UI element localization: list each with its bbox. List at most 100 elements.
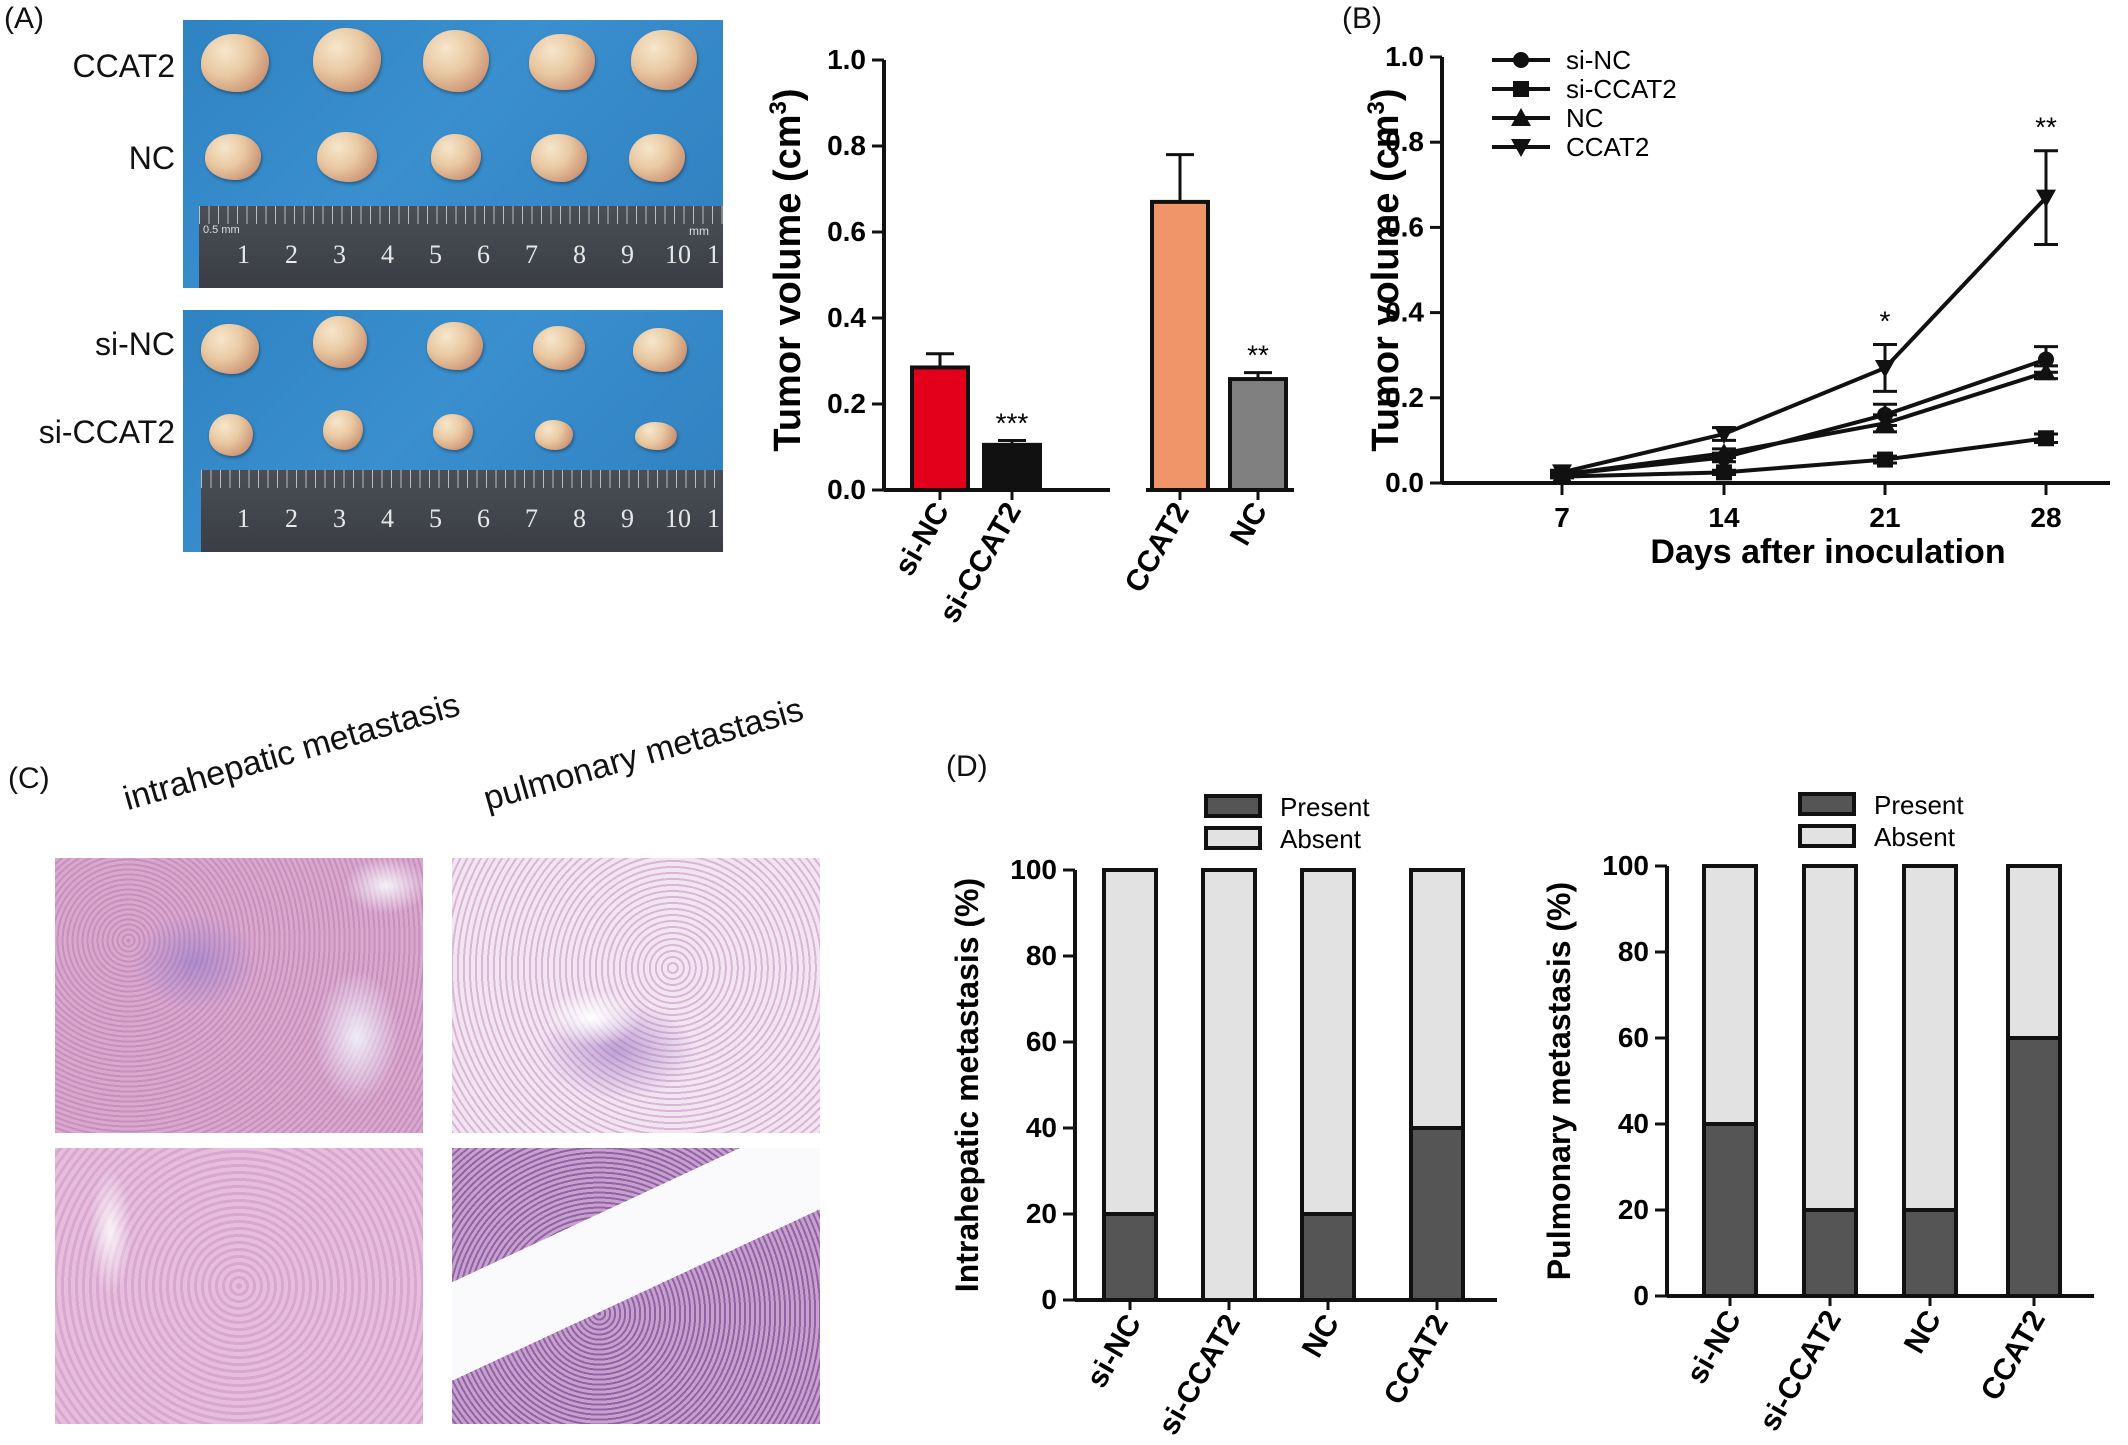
pulm-legend-swatch — [1798, 824, 1856, 848]
ruler-ticks — [199, 206, 723, 224]
ruler-number: 9 — [621, 240, 634, 269]
bar-si-NC — [910, 365, 970, 493]
ruler: 0.5 mm mm 1 2 3 4 5 6 7 8 9 10 1 — [199, 206, 723, 288]
histology-liver-low — [55, 858, 423, 1133]
line-y-tick-label: 1.0 — [1385, 41, 1424, 72]
line-x-tick-label: 21 — [1869, 502, 1900, 533]
pulm-bar-present — [2006, 1036, 2062, 1298]
line-point-NC — [2036, 362, 2056, 381]
legend-label-CCAT2: CCAT2 — [1566, 132, 1649, 162]
tumor — [433, 414, 473, 450]
pulm-legend-label: Absent — [1874, 822, 1956, 852]
pulm-y-tick-label: 20 — [1618, 1194, 1649, 1225]
intra-y-label: Intrahepatic metastasis (%) — [949, 878, 985, 1292]
intra-y-tick-label: 80 — [1026, 940, 1057, 971]
legend-marker-NC — [1511, 108, 1531, 126]
ruler-number: 1 — [707, 504, 720, 533]
intra-bar-absent — [1201, 868, 1257, 1302]
tumor — [635, 422, 677, 450]
line-y-tick-label: 0.8 — [1385, 126, 1424, 157]
line-point-si-NC — [2038, 351, 2054, 368]
line-point-CCAT2 — [2036, 189, 2056, 208]
line-y-tick-label: 0.0 — [1385, 467, 1424, 498]
row-label-si-ccat2: si-CCAT2 — [38, 414, 175, 450]
line-point-CCAT2 — [1714, 426, 1734, 445]
tumor — [533, 326, 585, 370]
intra-x-label: si-NC — [1080, 1309, 1148, 1393]
line-x-tick-label: 28 — [2030, 502, 2061, 533]
bar-x-label: CCAT2 — [1119, 497, 1196, 598]
ruler-number: 3 — [333, 504, 346, 533]
pulm-x-label: si-NC — [1680, 1305, 1748, 1389]
intra-y-tick-label: 0 — [1041, 1284, 1057, 1315]
ruler-number: 1 — [707, 240, 720, 269]
intra-bar-present — [1102, 1212, 1158, 1302]
intra-legend-swatch — [1204, 794, 1262, 818]
row-label-ccat2: CCAT2 — [72, 48, 175, 84]
ruler-number: 10 — [665, 240, 691, 269]
intra-y-tick-label: 60 — [1026, 1026, 1057, 1057]
legend-marker-CCAT2 — [1511, 139, 1531, 157]
ruler: 1 2 3 4 5 6 7 8 9 10 1 — [201, 470, 723, 552]
bar-y-tick-label: 1.0 — [827, 44, 866, 75]
ruler-number: 4 — [381, 504, 394, 533]
caption-intrahepatic: intrahepatic metastasis — [119, 685, 464, 819]
line-x-label: Days after inoculation — [1650, 533, 2005, 571]
ruler-ticks — [201, 470, 723, 488]
intra-x-label: si-CCAT2 — [1152, 1309, 1247, 1441]
line-y-tick-label: 0.4 — [1385, 297, 1424, 328]
tumor — [313, 316, 367, 368]
line-series-si-CCAT2 — [1561, 436, 2047, 479]
line-x-tick-label: 7 — [1554, 502, 1570, 533]
legend-label-si-NC: si-NC — [1566, 45, 1631, 75]
legend-label-NC: NC — [1566, 103, 1604, 133]
line-point-CCAT2 — [1875, 359, 1895, 378]
bar-significance: ** — [1247, 340, 1269, 371]
line-y-tick-label: 0.6 — [1385, 211, 1424, 242]
line-point-NC — [1875, 413, 1895, 432]
line-point-si-CCAT2 — [1716, 464, 1732, 481]
intra-x-label: NC — [1296, 1309, 1346, 1363]
ruler-number: 2 — [285, 504, 298, 533]
ruler-number: 7 — [525, 504, 538, 533]
pulm-y-tick-label: 80 — [1618, 936, 1649, 967]
intra-y-tick-label: 20 — [1026, 1198, 1057, 1229]
tumor — [629, 134, 685, 182]
line-annotation: ** — [2035, 112, 2057, 143]
line-point-si-CCAT2 — [1877, 451, 1893, 468]
ruler-number: 1 — [237, 240, 250, 269]
bar-si-CCAT2 — [982, 442, 1042, 493]
pulm-y-tick-label: 0 — [1633, 1280, 1649, 1311]
tumor-photo-bottom: 1 2 3 4 5 6 7 8 9 10 1 — [183, 310, 723, 552]
pulm-bar-present — [1702, 1122, 1758, 1298]
line-series-CCAT2 — [1561, 196, 2048, 475]
pulm-bar-absent — [1702, 864, 1758, 1126]
line-point-si-NC — [1877, 406, 1893, 423]
pulm-bar-absent — [1802, 864, 1858, 1212]
tumor — [313, 28, 381, 92]
panel-label-a: (A) — [4, 2, 44, 35]
ruler-number: 8 — [573, 504, 586, 533]
panel-label-d: (D) — [946, 750, 988, 783]
pulm-y-tick-label: 60 — [1618, 1022, 1649, 1053]
tumor — [431, 134, 481, 180]
ruler-number: 1 — [237, 504, 250, 533]
panel-label-c: (C) — [8, 762, 50, 795]
row-label-nc: NC — [128, 140, 175, 176]
intra-x-label: CCAT2 — [1378, 1309, 1455, 1410]
bar-y-label: Tumor volume (cm3) — [765, 88, 809, 451]
bar-y-tick-label: 0.6 — [827, 216, 866, 247]
bar-y-tick-label: 0.8 — [827, 130, 866, 161]
pulm-y-label: Pulmonary metastasis (%) — [1541, 882, 1577, 1280]
intra-y-tick-label: 40 — [1026, 1112, 1057, 1143]
tumor — [631, 30, 697, 90]
tumor — [531, 134, 587, 182]
intra-bar-absent — [1102, 868, 1158, 1216]
ruler-number: 7 — [525, 240, 538, 269]
pulm-bar-present — [1802, 1208, 1858, 1298]
line-annotation: * — [1880, 306, 1891, 337]
line-series-NC — [1561, 370, 2047, 477]
ruler-number: 4 — [381, 240, 394, 269]
line-y-tick-label: 0.2 — [1385, 382, 1424, 413]
line-point-si-CCAT2 — [1554, 468, 1570, 485]
